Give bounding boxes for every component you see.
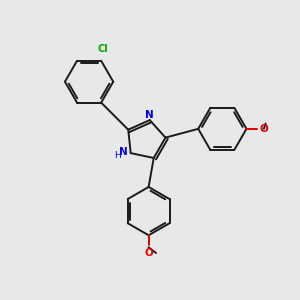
Text: Cl: Cl [97, 44, 108, 54]
Text: H: H [114, 151, 121, 160]
Text: N: N [146, 110, 154, 120]
Text: N: N [119, 147, 128, 157]
Text: O: O [144, 248, 153, 258]
Text: O: O [259, 124, 268, 134]
